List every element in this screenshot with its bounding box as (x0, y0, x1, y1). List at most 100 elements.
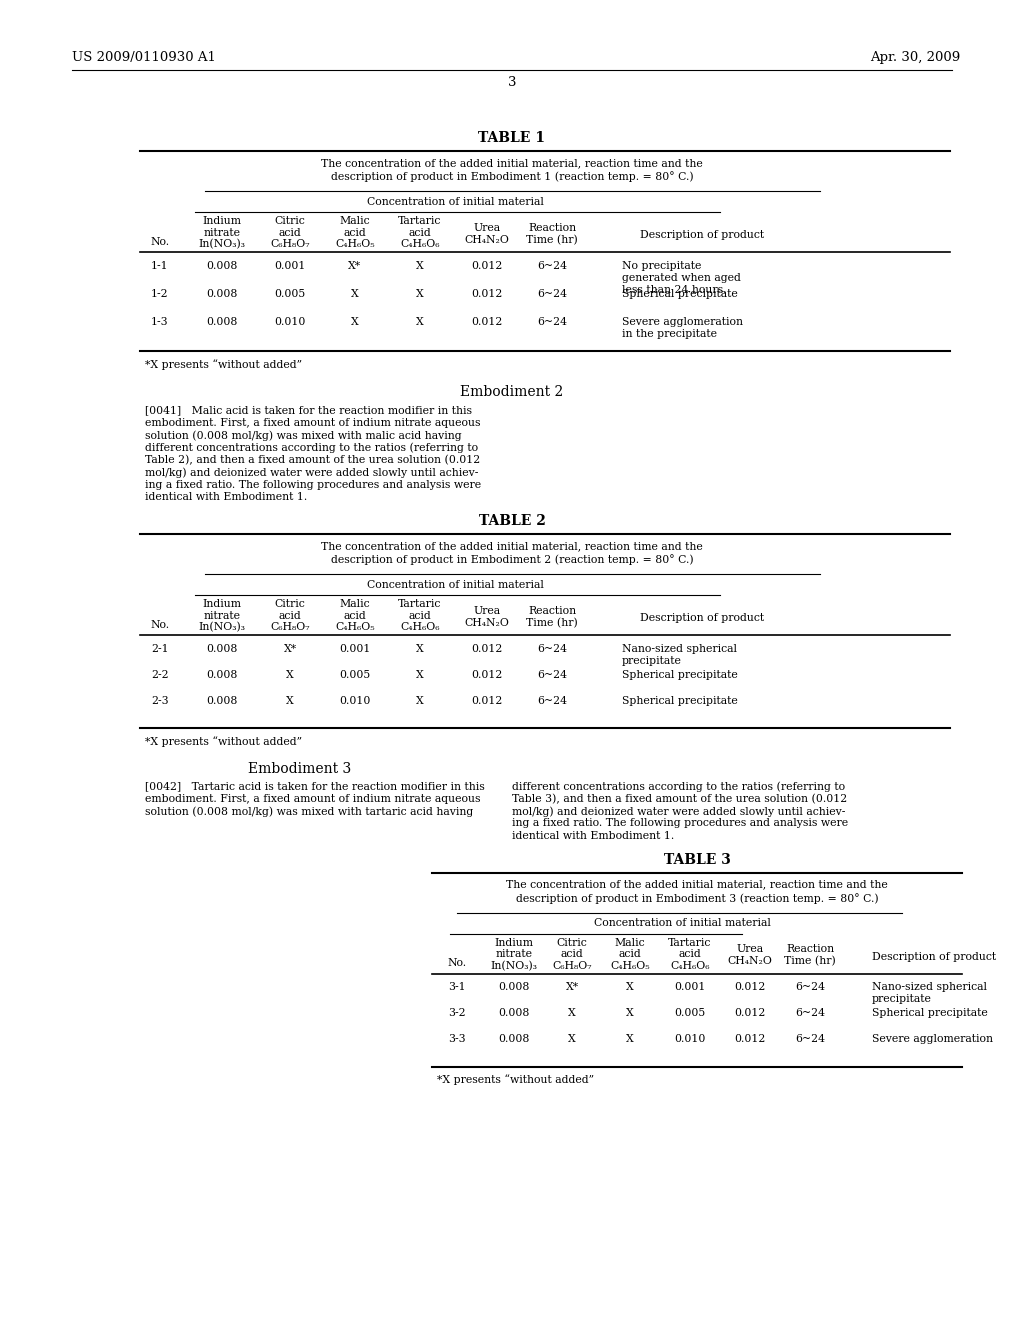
Text: mol/kg) and deionized water were added slowly until achiev-: mol/kg) and deionized water were added s… (145, 467, 478, 478)
Text: 0.010: 0.010 (675, 1035, 706, 1044)
Text: Concentration of initial material: Concentration of initial material (367, 197, 544, 207)
Text: Reaction
Time (hr): Reaction Time (hr) (784, 945, 836, 966)
Text: 3-2: 3-2 (449, 1008, 466, 1019)
Text: Table 2), and then a fixed amount of the urea solution (0.012: Table 2), and then a fixed amount of the… (145, 455, 480, 466)
Text: 0.012: 0.012 (734, 1035, 766, 1044)
Text: Severe agglomeration
in the precipitate: Severe agglomeration in the precipitate (622, 317, 743, 339)
Text: 0.012: 0.012 (471, 261, 503, 271)
Text: 3: 3 (508, 75, 516, 88)
Text: X*: X* (565, 982, 579, 993)
Text: 0.012: 0.012 (471, 671, 503, 680)
Text: X: X (351, 289, 358, 300)
Text: Citric
acid
C₆H₈O₇: Citric acid C₆H₈O₇ (270, 599, 310, 632)
Text: No precipitate
generated when aged
less than 24 hours.: No precipitate generated when aged less … (622, 261, 741, 294)
Text: 6~24: 6~24 (537, 696, 567, 706)
Text: 0.012: 0.012 (471, 696, 503, 706)
Text: different concentrations according to the ratios (referring to: different concentrations according to th… (512, 781, 845, 792)
Text: identical with Embodiment 1.: identical with Embodiment 1. (512, 832, 674, 841)
Text: Embodiment 2: Embodiment 2 (461, 385, 563, 399)
Text: 0.012: 0.012 (734, 1008, 766, 1019)
Text: TABLE 3: TABLE 3 (664, 853, 730, 866)
Text: Spherical precipitate: Spherical precipitate (872, 1008, 988, 1019)
Text: X: X (351, 317, 358, 327)
Text: 6~24: 6~24 (795, 982, 825, 993)
Text: [0041]   Malic acid is taken for the reaction modifier in this: [0041] Malic acid is taken for the react… (145, 405, 472, 414)
Text: 0.008: 0.008 (206, 317, 238, 327)
Text: X: X (416, 317, 424, 327)
Text: embodiment. First, a fixed amount of indium nitrate aqueous: embodiment. First, a fixed amount of ind… (145, 417, 480, 428)
Text: Concentration of initial material: Concentration of initial material (367, 579, 544, 590)
Text: Tartaric
acid
C₄H₆O₆: Tartaric acid C₄H₆O₆ (398, 216, 441, 249)
Text: X: X (626, 1035, 634, 1044)
Text: Nano-sized spherical
precipitate: Nano-sized spherical precipitate (622, 644, 737, 667)
Text: embodiment. First, a fixed amount of indium nitrate aqueous: embodiment. First, a fixed amount of ind… (145, 793, 480, 804)
Text: 0.005: 0.005 (274, 289, 305, 300)
Text: Malic
acid
C₄H₆O₅: Malic acid C₄H₆O₅ (335, 216, 375, 249)
Text: X: X (416, 289, 424, 300)
Text: *X presents “without added”: *X presents “without added” (145, 737, 302, 747)
Text: 0.012: 0.012 (734, 982, 766, 993)
Text: 0.008: 0.008 (499, 982, 529, 993)
Text: X: X (626, 982, 634, 993)
Text: 0.012: 0.012 (471, 317, 503, 327)
Text: Reaction
Time (hr): Reaction Time (hr) (526, 223, 578, 246)
Text: Citric
acid
C₆H₈O₇: Citric acid C₆H₈O₇ (552, 937, 592, 970)
Text: Description of product: Description of product (640, 230, 764, 240)
Text: 3-3: 3-3 (449, 1035, 466, 1044)
Text: 3-1: 3-1 (449, 982, 466, 993)
Text: 6~24: 6~24 (537, 261, 567, 271)
Text: 0.010: 0.010 (339, 696, 371, 706)
Text: *X presents “without added”: *X presents “without added” (437, 1074, 594, 1085)
Text: 0.010: 0.010 (274, 317, 306, 327)
Text: 2-1: 2-1 (152, 644, 169, 653)
Text: Tartaric
acid
C₄H₆O₆: Tartaric acid C₄H₆O₆ (398, 599, 441, 632)
Text: X: X (568, 1008, 575, 1019)
Text: Concentration of initial material: Concentration of initial material (594, 919, 770, 928)
Text: 2-2: 2-2 (152, 671, 169, 680)
Text: *X presents “without added”: *X presents “without added” (145, 359, 302, 370)
Text: TABLE 2: TABLE 2 (478, 513, 546, 528)
Text: Description of product: Description of product (872, 952, 996, 961)
Text: Reaction
Time (hr): Reaction Time (hr) (526, 606, 578, 628)
Text: Indium
nitrate
In(NO₃)₃: Indium nitrate In(NO₃)₃ (199, 599, 246, 632)
Text: 0.008: 0.008 (499, 1008, 529, 1019)
Text: No.: No. (151, 238, 170, 247)
Text: Description of product: Description of product (640, 612, 764, 623)
Text: solution (0.008 mol/kg) was mixed with malic acid having: solution (0.008 mol/kg) was mixed with m… (145, 430, 462, 441)
Text: Severe agglomeration: Severe agglomeration (872, 1035, 993, 1044)
Text: X: X (416, 644, 424, 653)
Text: Urea
CH₄N₂O: Urea CH₄N₂O (465, 606, 509, 627)
Text: X: X (286, 696, 294, 706)
Text: 2-3: 2-3 (152, 696, 169, 706)
Text: 0.008: 0.008 (206, 644, 238, 653)
Text: Spherical precipitate: Spherical precipitate (622, 696, 737, 706)
Text: X: X (416, 261, 424, 271)
Text: Spherical precipitate: Spherical precipitate (622, 289, 737, 300)
Text: Spherical precipitate: Spherical precipitate (622, 671, 737, 680)
Text: No.: No. (447, 958, 467, 969)
Text: The concentration of the added initial material, reaction time and the
descripti: The concentration of the added initial m… (322, 158, 702, 182)
Text: mol/kg) and deionized water were added slowly until achiev-: mol/kg) and deionized water were added s… (512, 807, 846, 817)
Text: Urea
CH₄N₂O: Urea CH₄N₂O (465, 223, 509, 244)
Text: 6~24: 6~24 (537, 317, 567, 327)
Text: Malic
acid
C₄H₆O₅: Malic acid C₄H₆O₅ (335, 599, 375, 632)
Text: 0.005: 0.005 (339, 671, 371, 680)
Text: Indium
nitrate
In(NO₃)₃: Indium nitrate In(NO₃)₃ (199, 216, 246, 249)
Text: 1-2: 1-2 (152, 289, 169, 300)
Text: Tartaric
acid
C₄H₆O₆: Tartaric acid C₄H₆O₆ (669, 937, 712, 970)
Text: Embodiment 3: Embodiment 3 (249, 762, 351, 776)
Text: Malic
acid
C₄H₆O₅: Malic acid C₄H₆O₅ (610, 937, 650, 970)
Text: Nano-sized spherical
precipitate: Nano-sized spherical precipitate (872, 982, 987, 1005)
Text: X*: X* (284, 644, 297, 653)
Text: X: X (286, 671, 294, 680)
Text: X: X (568, 1035, 575, 1044)
Text: US 2009/0110930 A1: US 2009/0110930 A1 (72, 51, 216, 65)
Text: 0.005: 0.005 (675, 1008, 706, 1019)
Text: different concentrations according to the ratios (referring to: different concentrations according to th… (145, 442, 478, 453)
Text: identical with Embodiment 1.: identical with Embodiment 1. (145, 492, 307, 503)
Text: 0.008: 0.008 (499, 1035, 529, 1044)
Text: 0.008: 0.008 (206, 261, 238, 271)
Text: solution (0.008 mol/kg) was mixed with tartaric acid having: solution (0.008 mol/kg) was mixed with t… (145, 807, 473, 817)
Text: 1-3: 1-3 (152, 317, 169, 327)
Text: 1-1: 1-1 (152, 261, 169, 271)
